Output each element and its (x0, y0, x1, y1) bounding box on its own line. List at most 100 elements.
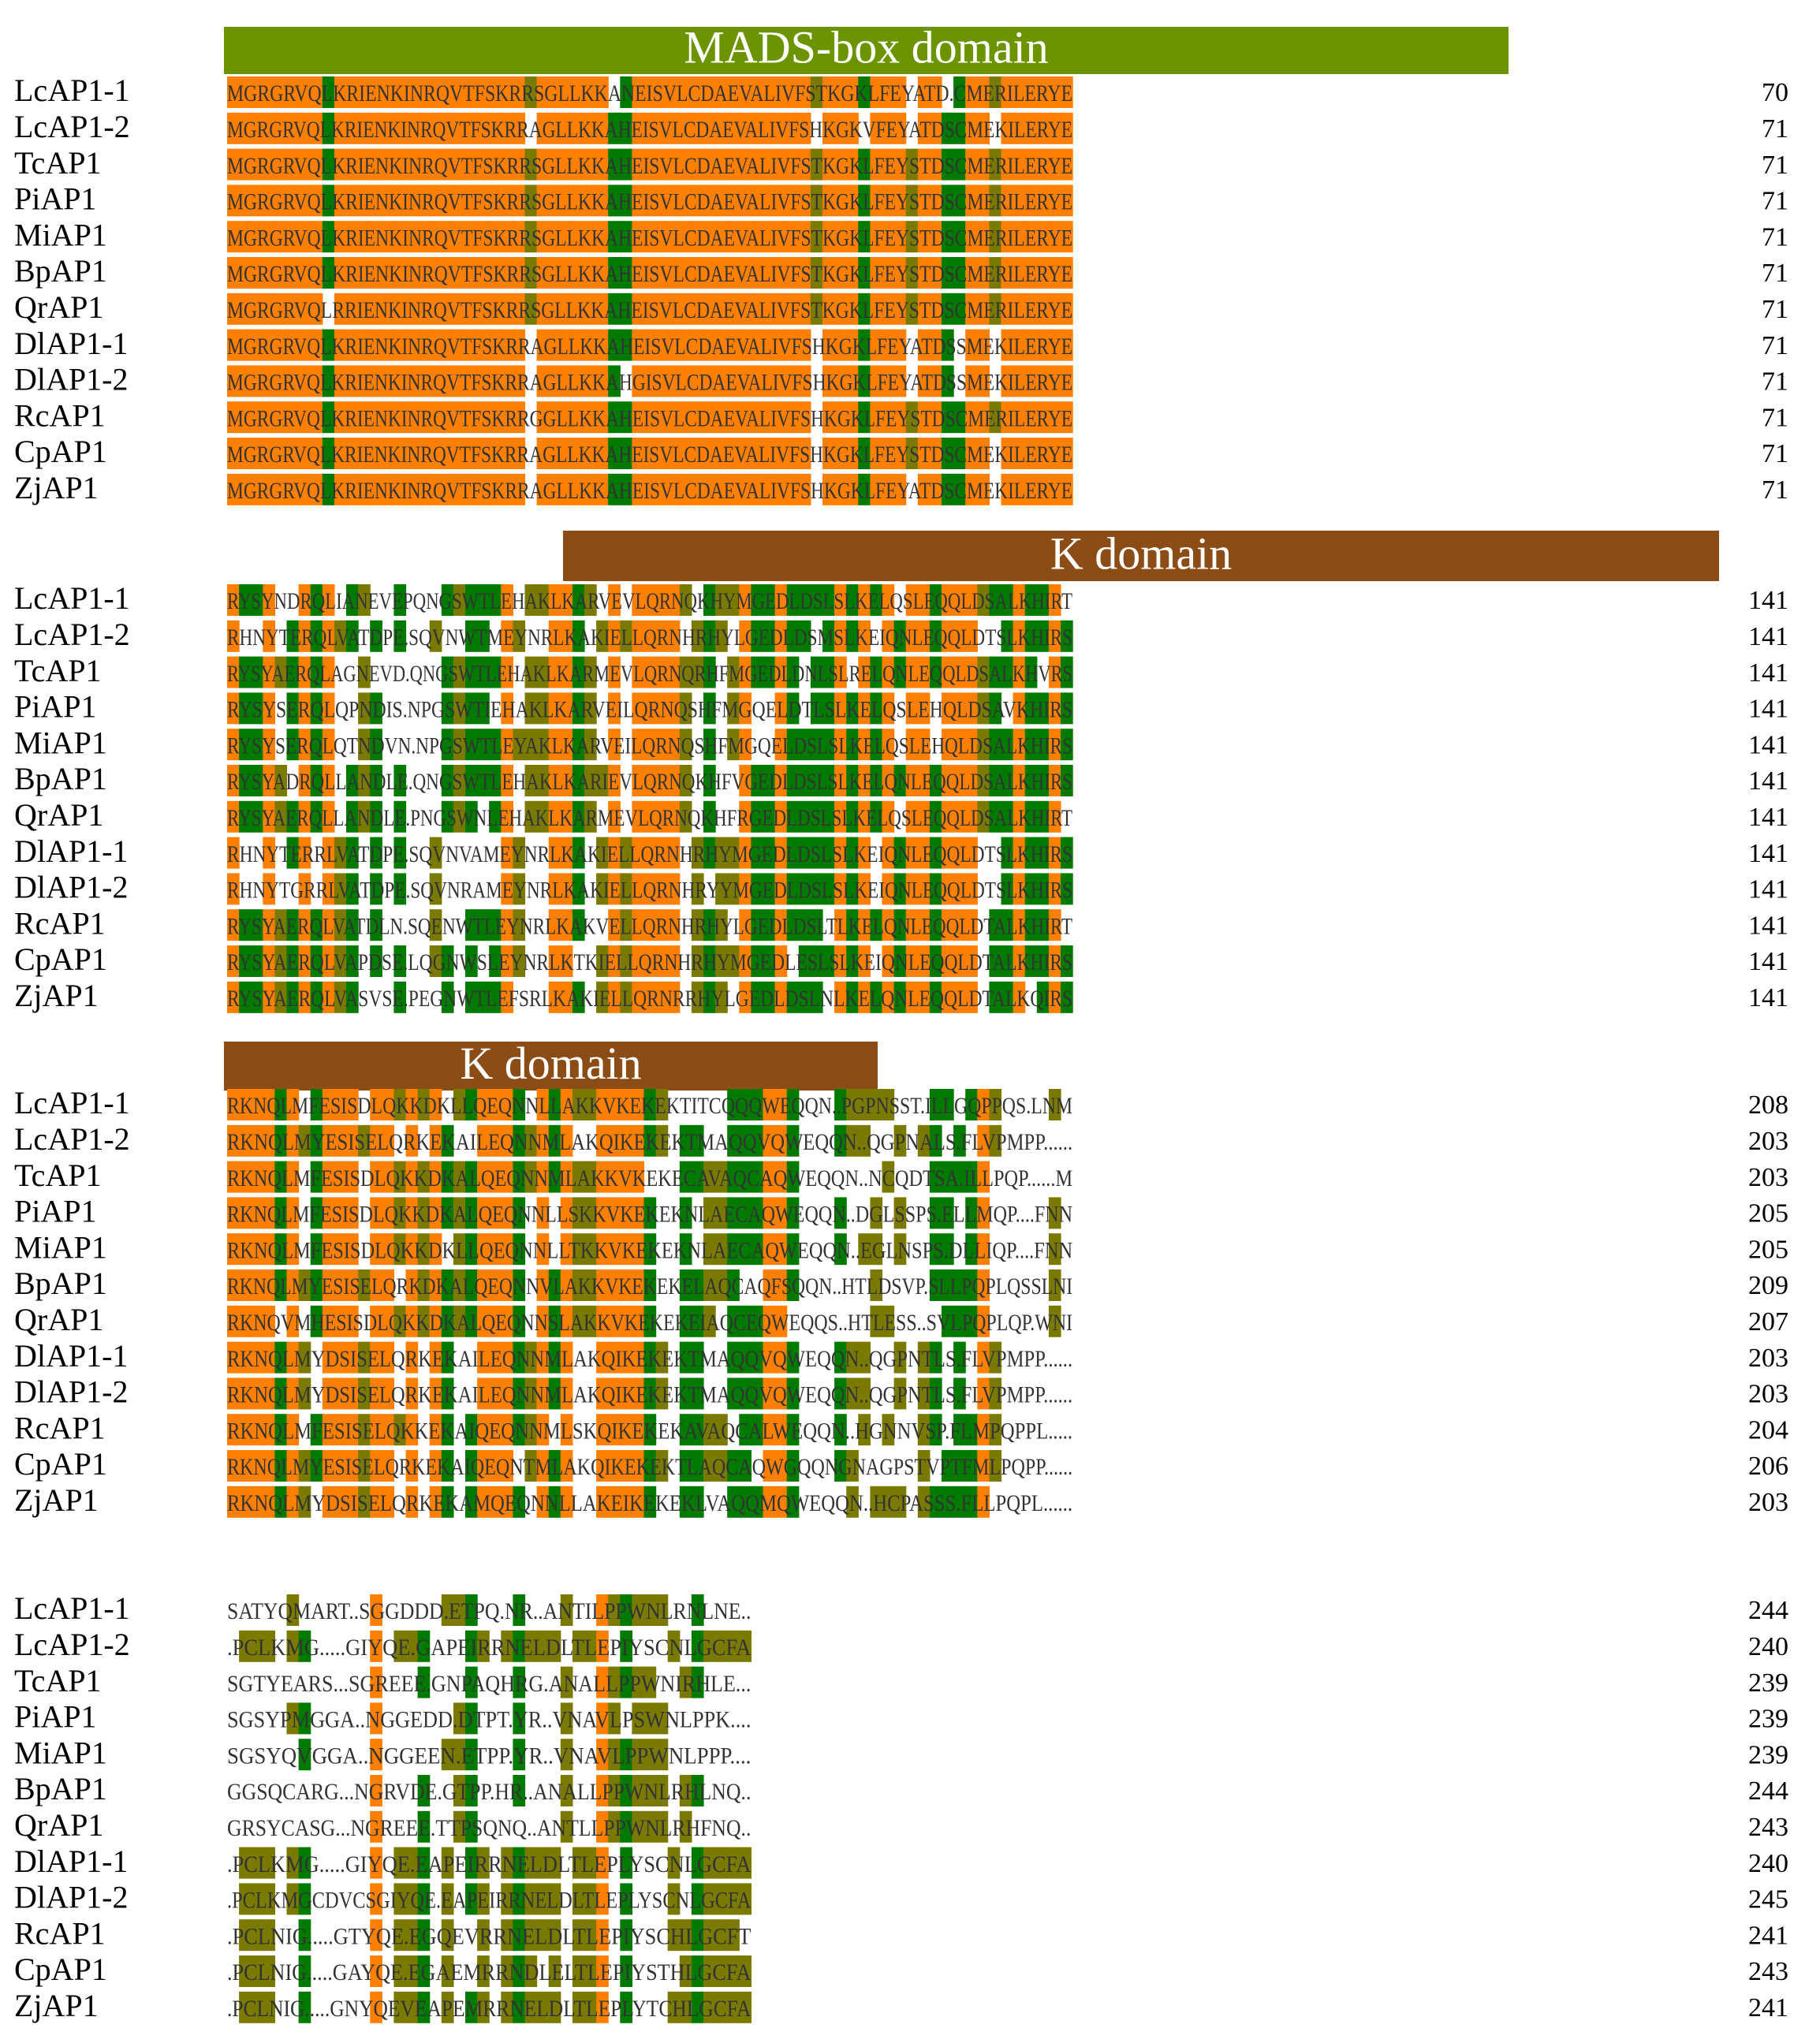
residue-shade (834, 148, 847, 181)
residue-shade (501, 620, 513, 652)
residue-shade (727, 221, 740, 253)
residue-shade (870, 1486, 883, 1518)
residue-shade (977, 148, 990, 181)
residue-shade (608, 800, 621, 833)
residue-shade (1061, 401, 1073, 434)
residue-shade (870, 257, 883, 289)
residue-shade (620, 148, 632, 181)
residue-shade (965, 1161, 978, 1193)
position-number: 239 (1748, 1740, 1788, 1769)
residue-shade (798, 473, 811, 505)
residue-shade (513, 221, 526, 253)
residue-shade (286, 1305, 300, 1337)
residue-shade (370, 1919, 382, 1952)
residue-shade (536, 1197, 550, 1229)
residue-shade (274, 1269, 288, 1301)
residue-shade (870, 1269, 883, 1301)
residue-shade (870, 401, 883, 434)
residue-shade (965, 257, 978, 289)
residue-shade (942, 729, 954, 761)
sequence-residues: .PCLNIG.....GNYQEVEAPEMRRNELDLTLEPLYTCHL… (227, 1996, 751, 2022)
residue-shade (953, 1269, 966, 1301)
residue-shade (965, 909, 978, 941)
residue-shade (608, 837, 621, 869)
residue-shade (977, 365, 990, 397)
residue-shade (239, 1847, 252, 1879)
residue-shade (1024, 76, 1038, 108)
residue-shade (1036, 584, 1050, 616)
residue-shade (310, 981, 323, 1013)
residue-shade (501, 837, 513, 869)
residue-shade (465, 1810, 478, 1843)
residue-shade (298, 1630, 311, 1662)
residue-shade (763, 981, 776, 1013)
residue-shade (655, 1450, 669, 1482)
residue-shade (917, 1486, 931, 1518)
residue-shade (1001, 401, 1014, 434)
residue-shade (310, 221, 323, 253)
residue-shade (548, 112, 561, 144)
position-number: 204 (1748, 1415, 1788, 1445)
residue-shade (953, 729, 966, 761)
residue-shade (227, 765, 240, 796)
residue-shade (1024, 765, 1038, 796)
position-number: 141 (1748, 658, 1788, 688)
sequence-row: LcAP1-2 .PCLKMG.....GIYQE.GAPEIRRNELDLTLE… (14, 1627, 1788, 1662)
residue-shade (501, 221, 513, 253)
residue-shade (810, 692, 823, 725)
residue-shade (882, 1089, 895, 1120)
residue-shade (501, 1233, 513, 1266)
residue-shade (608, 1486, 621, 1518)
sequence-row: CpAP1 RKNQLMYESISELQRKEKAIQEQNTMLAKQIKEKE… (14, 1446, 1788, 1482)
residue-shade (751, 329, 764, 361)
residue-shade (655, 1089, 669, 1120)
residue-shade (739, 473, 751, 505)
residue-shade (882, 401, 895, 434)
residue-shade (703, 148, 716, 181)
residue-shade (536, 1124, 550, 1157)
residue-shade (620, 945, 632, 977)
residue-shade (1013, 945, 1026, 977)
residue-shade (310, 401, 323, 434)
residue-shade (667, 1919, 681, 1952)
residue-shade (679, 1450, 692, 1482)
residue-shade (679, 1991, 692, 2023)
residue-shade (501, 1955, 513, 1987)
residue-shade (739, 1378, 751, 1410)
residue-shade (548, 473, 561, 505)
residue-shade (251, 1378, 263, 1410)
residue-shade (989, 401, 1002, 434)
residue-shade (798, 981, 811, 1013)
residue-shade (239, 729, 252, 761)
residue-shade (846, 1124, 859, 1157)
sequence-name: QrAP1 (14, 797, 103, 833)
residue-shade (513, 473, 526, 505)
residue-shade (465, 981, 478, 1013)
residue-shade (667, 620, 681, 652)
residue-shade (727, 1341, 740, 1374)
residue-shade (501, 185, 513, 217)
residue-shade (632, 1378, 645, 1410)
residue-shade (405, 473, 419, 505)
residue-shade (405, 1124, 419, 1157)
residue-shade (227, 1450, 240, 1482)
residue-shade (501, 1486, 513, 1518)
residue-shade (751, 438, 764, 469)
residue-shade (858, 873, 871, 905)
residue-shade (239, 692, 252, 725)
residue-shade (346, 221, 359, 253)
residue-shade (1048, 185, 1061, 217)
residue-shade (572, 221, 585, 253)
residue-shade (703, 1305, 716, 1337)
residue-shade (489, 221, 502, 253)
residue-shade (917, 873, 931, 905)
residue-shade (834, 692, 847, 725)
residue-shade (429, 1161, 442, 1193)
residue-shade (227, 438, 240, 469)
residue-shade (370, 1124, 382, 1157)
residue-shade (1013, 765, 1026, 796)
residue-shade (286, 1450, 300, 1482)
residue-shade (322, 76, 335, 108)
residue-shade (989, 945, 1002, 977)
residue-shade (977, 729, 990, 761)
